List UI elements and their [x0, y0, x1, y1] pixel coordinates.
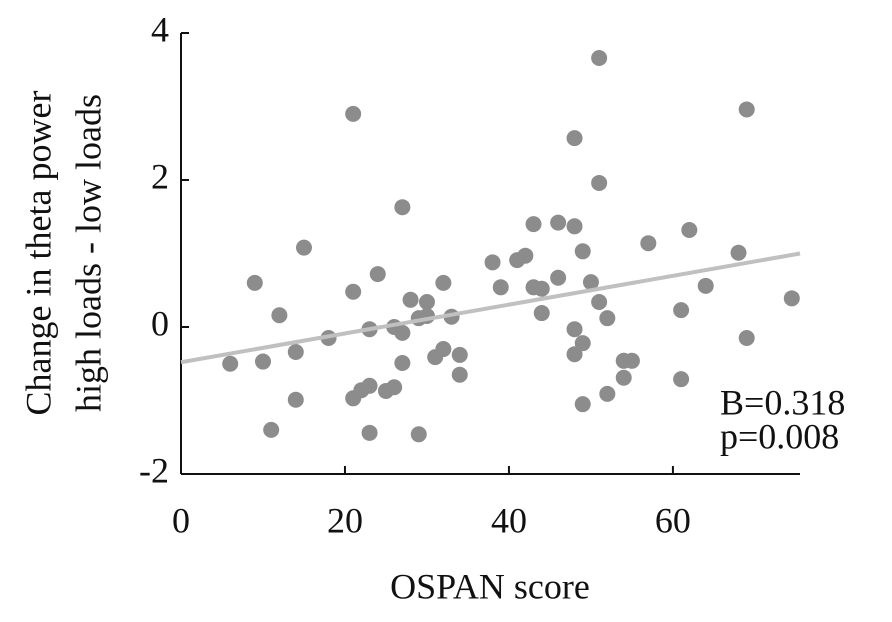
data-point: [246, 274, 263, 291]
data-point: [673, 302, 690, 319]
data-point: [623, 352, 640, 369]
x-axis-label: OSPAN score: [390, 566, 590, 606]
data-point: [451, 366, 468, 383]
data-point: [295, 239, 312, 256]
data-point: [738, 101, 755, 118]
data-point: [287, 391, 304, 408]
data-point: [402, 291, 419, 308]
data-point: [451, 346, 468, 363]
data-point: [287, 343, 304, 360]
data-point: [435, 341, 452, 358]
data-point: [550, 269, 567, 286]
y-tick-label: 0: [151, 303, 169, 343]
data-point: [484, 254, 501, 271]
data-point: [369, 266, 386, 283]
data-point: [697, 277, 714, 294]
data-point: [566, 218, 583, 235]
data-point: [533, 305, 550, 322]
data-point: [591, 294, 608, 311]
data-point: [550, 214, 567, 231]
data-point: [783, 290, 800, 307]
data-point: [345, 283, 362, 300]
data-point: [574, 396, 591, 413]
data-point: [640, 235, 657, 252]
y-tick-label: 2: [151, 156, 169, 196]
data-point: [271, 307, 288, 324]
data-point: [361, 424, 378, 441]
data-point: [263, 421, 280, 438]
data-point: [254, 353, 271, 370]
data-point: [386, 379, 403, 396]
x-tick-label: 20: [327, 500, 363, 540]
annotation: p=0.008: [720, 416, 839, 456]
data-point: [673, 371, 690, 388]
data-point: [566, 346, 583, 363]
x-tick-label: 60: [655, 500, 691, 540]
data-point: [738, 330, 755, 347]
data-point: [591, 49, 608, 66]
y-axis-label: high loads - low loads: [68, 94, 108, 412]
data-point: [599, 310, 616, 327]
data-point: [410, 426, 427, 443]
data-point: [599, 385, 616, 402]
data-point: [394, 324, 411, 341]
y-tick-label: -2: [139, 450, 169, 490]
data-point: [591, 174, 608, 191]
data-point: [418, 294, 435, 311]
data-point: [525, 216, 542, 233]
data-point: [730, 244, 747, 261]
data-point: [345, 105, 362, 122]
data-point: [566, 130, 583, 147]
data-point: [361, 377, 378, 394]
data-point: [566, 321, 583, 338]
data-point: [574, 335, 591, 352]
data-point: [574, 243, 591, 260]
data-point: [615, 369, 632, 386]
data-point: [533, 280, 550, 297]
regression-line: [180, 251, 801, 365]
data-point: [435, 274, 452, 291]
data-point: [394, 199, 411, 216]
data-point: [222, 355, 239, 372]
data-point: [582, 274, 599, 291]
y-axis-label: Change in theta power: [18, 91, 58, 416]
data-point: [681, 221, 698, 238]
y-tick-label: 4: [151, 9, 169, 49]
data-point: [394, 355, 411, 372]
data-point: [492, 279, 509, 296]
data-point: [517, 247, 534, 264]
annotation: B=0.318: [720, 382, 845, 422]
x-tick-label: 40: [491, 500, 527, 540]
x-tick-label: 0: [172, 500, 190, 540]
